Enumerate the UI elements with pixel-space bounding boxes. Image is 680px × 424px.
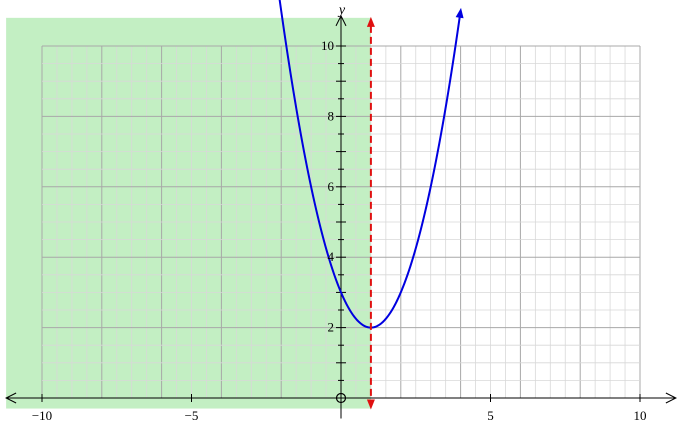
y-tick-label: 4 (328, 249, 335, 264)
x-tick-label: −5 (185, 408, 199, 423)
y-tick-label: 6 (328, 179, 335, 194)
y-axis-label: y (337, 3, 346, 18)
x-tick-label: 5 (487, 408, 494, 423)
y-tick-label: 10 (321, 38, 334, 53)
x-tick-label: 10 (634, 408, 647, 423)
curve-arrow (456, 8, 464, 18)
y-tick-label: 2 (328, 320, 335, 335)
y-tick-label: 8 (328, 108, 335, 123)
x-tick-label: −10 (32, 408, 52, 423)
